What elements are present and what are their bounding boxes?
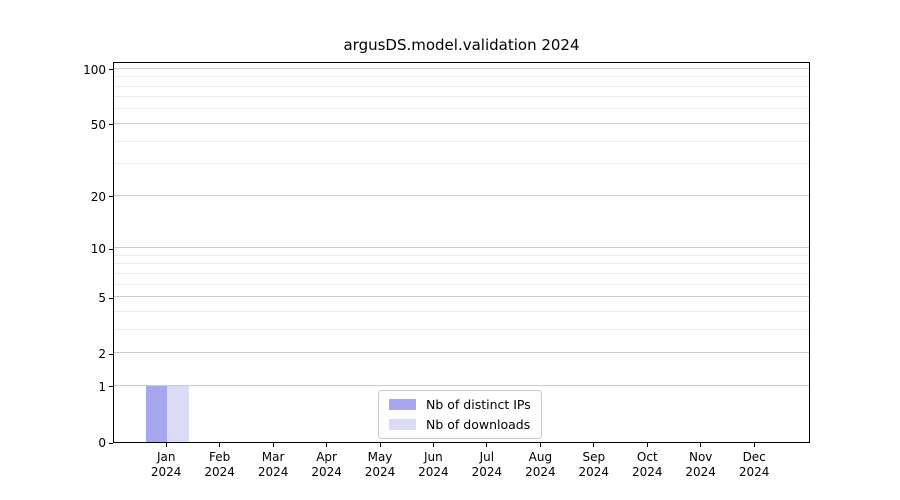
major-gridline (114, 352, 809, 354)
x-tick-month: Jun (424, 450, 443, 464)
minor-gridline (114, 85, 809, 87)
x-tick-year: 2024 (311, 465, 342, 479)
x-tick-year: 2024 (738, 465, 770, 479)
x-tick-label: Apr 2024 (299, 450, 355, 480)
legend-item-downloads: Nb of downloads (389, 417, 531, 432)
x-tick-year: 2024 (204, 465, 235, 479)
y-tick-mark (109, 297, 113, 299)
x-tick-year: 2024 (525, 465, 556, 479)
x-tick-mark (432, 443, 434, 447)
x-tick-month: Jul (479, 450, 495, 464)
y-tick-label: 100 (83, 62, 106, 77)
legend-label-downloads: Nb of downloads (426, 417, 531, 432)
minor-gridline (114, 283, 809, 285)
x-tick-month: Nov (688, 450, 713, 464)
x-tick-label: Sep 2024 (566, 450, 622, 480)
y-tick-label: 10 (90, 242, 106, 256)
x-tick-label: Jan 2024 (138, 450, 194, 480)
x-tick-mark (646, 443, 648, 447)
legend-swatch-downloads (389, 419, 416, 430)
major-gridline (114, 384, 809, 386)
x-tick-year: 2024 (471, 465, 503, 479)
major-gridline (114, 296, 809, 297)
x-tick-month: Aug (528, 450, 553, 464)
y-tick-mark (109, 196, 113, 198)
x-tick-mark (379, 443, 381, 447)
minor-gridline (114, 263, 809, 265)
x-tick-year: 2024 (418, 465, 449, 479)
major-gridline (114, 122, 809, 124)
legend-item-distinct-ips: Nb of distinct IPs (389, 397, 531, 412)
bar-jan-nb-of-downloads (167, 385, 189, 442)
legend-label-distinct-ips: Nb of distinct IPs (426, 397, 531, 412)
x-tick-year: 2024 (685, 465, 716, 479)
y-tick-label: 1 (98, 379, 106, 394)
x-tick-month: Apr (316, 450, 337, 464)
minor-gridline (114, 272, 809, 274)
x-tick-month: Mar (261, 450, 285, 464)
x-tick-label: Jun 2024 (405, 450, 461, 480)
x-tick-year: 2024 (632, 465, 663, 479)
major-gridline (114, 194, 809, 196)
y-tick-label: 0 (98, 436, 106, 450)
y-tick-mark (109, 386, 113, 388)
x-tick-label: Feb 2024 (192, 450, 248, 480)
x-tick-mark (700, 443, 702, 447)
x-tick-mark (486, 443, 488, 447)
x-tick-year: 2024 (257, 465, 289, 479)
major-gridline (114, 67, 809, 69)
x-tick-month: Feb (208, 450, 231, 464)
x-tick-year: 2024 (150, 465, 182, 479)
x-tick-label: Nov 2024 (673, 450, 729, 480)
y-tick-label: 50 (90, 117, 106, 132)
y-tick-label: 20 (90, 189, 106, 204)
x-tick-month: Dec (742, 450, 766, 464)
minor-gridline (114, 254, 809, 256)
x-tick-month: Jan (156, 450, 176, 464)
x-tick-label: Aug 2024 (512, 450, 568, 480)
chart-title: argusDS.model.validation 2024 (343, 36, 580, 54)
x-tick-label: Mar 2024 (245, 450, 301, 480)
x-tick-mark (165, 443, 167, 447)
x-tick-label: Jul 2024 (459, 450, 515, 480)
y-tick-mark (109, 69, 113, 71)
bars-layer (114, 63, 809, 442)
plot-area: Nb of distinct IPs Nb of downloads (113, 62, 810, 443)
minor-gridline (114, 108, 809, 110)
x-tick-mark (272, 443, 274, 447)
x-tick-label: Dec 2024 (726, 450, 782, 480)
x-tick-year: 2024 (578, 465, 610, 479)
legend: Nb of distinct IPs Nb of downloads (378, 390, 542, 439)
minor-gridline (114, 163, 809, 165)
x-tick-month: May (367, 450, 393, 464)
y-tick-label: 2 (98, 347, 106, 362)
y-tick-mark (109, 442, 113, 444)
bar-jan-nb-of-distinct-ips (145, 385, 168, 442)
minor-gridline (114, 328, 809, 330)
x-tick-mark (326, 443, 328, 447)
y-tick-label: 5 (98, 291, 106, 305)
minor-gridline (114, 310, 809, 312)
y-tick-mark (109, 353, 113, 355)
x-tick-year: 2024 (364, 465, 396, 479)
minor-gridline (114, 96, 809, 98)
y-tick-mark (109, 124, 113, 126)
minor-gridline (114, 140, 809, 142)
x-tick-mark (219, 443, 221, 447)
legend-swatch-distinct-ips (389, 399, 416, 410)
major-gridline (114, 247, 809, 248)
x-tick-month: Sep (582, 450, 606, 464)
x-tick-mark (539, 443, 541, 447)
x-tick-mark (593, 443, 595, 447)
x-tick-mark (753, 443, 755, 447)
y-tick-mark (109, 248, 113, 250)
x-tick-label: May 2024 (352, 450, 408, 480)
minor-gridline (114, 76, 809, 78)
x-tick-label: Oct 2024 (619, 450, 675, 480)
x-tick-month: Oct (636, 450, 658, 464)
